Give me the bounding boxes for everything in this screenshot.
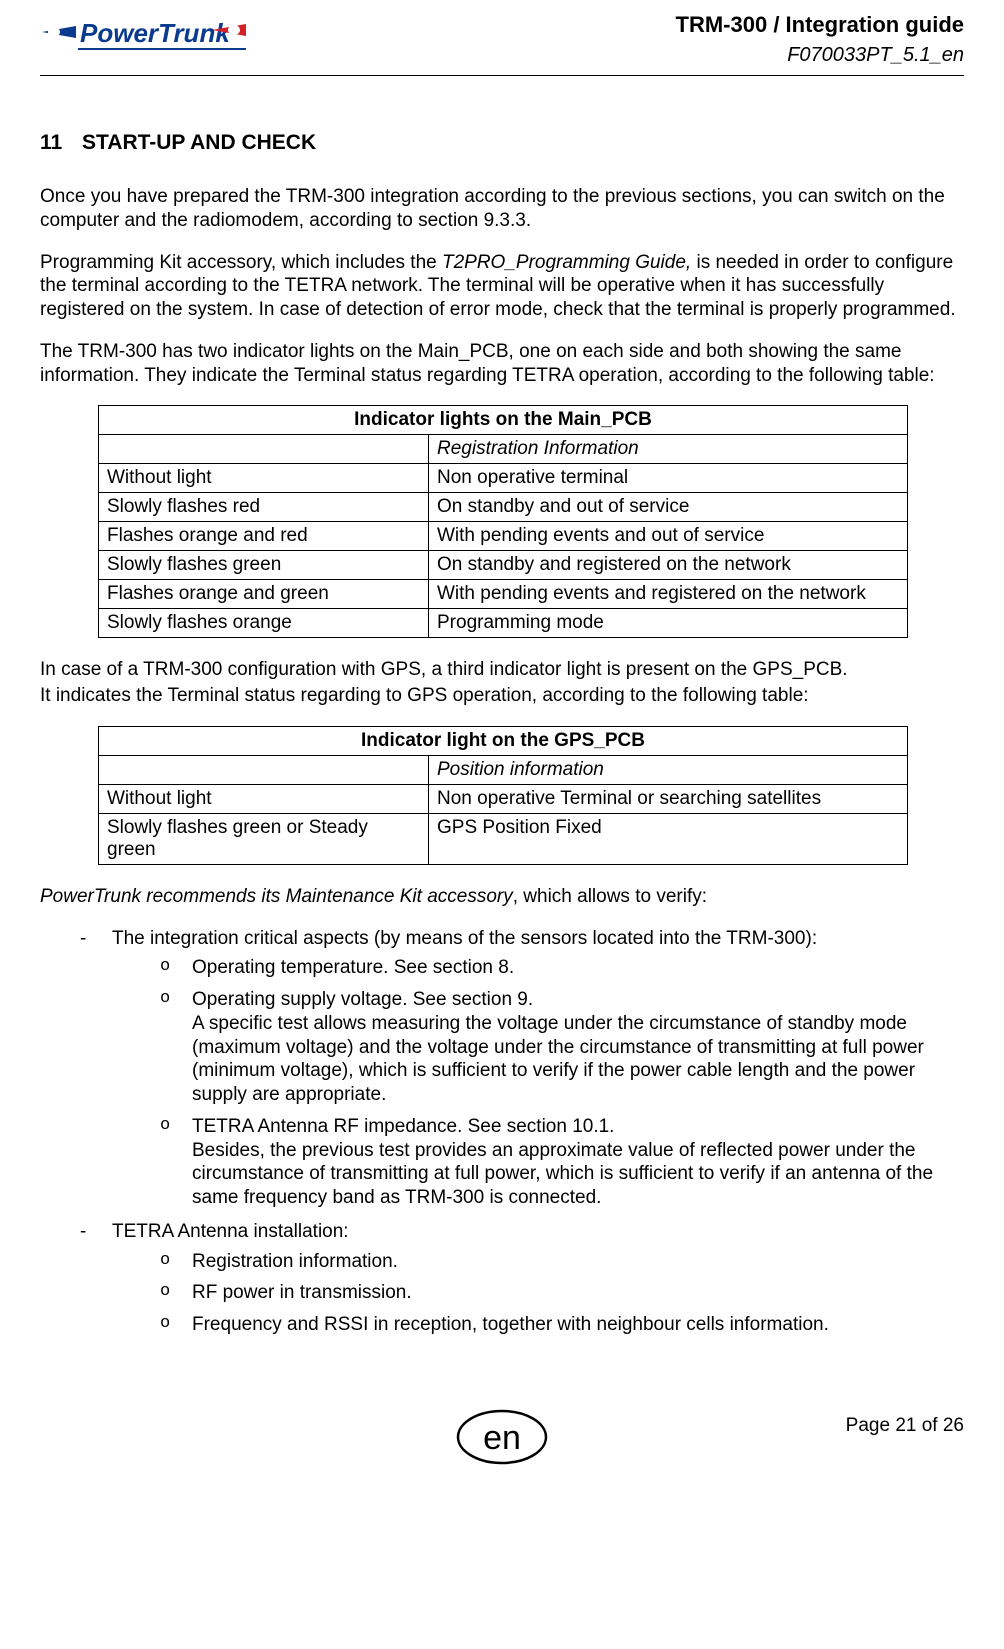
table-cell: Slowly flashes green (99, 551, 429, 580)
table-cell: With pending events and out of service (429, 522, 908, 551)
sub-list: Registration information. RF power in tr… (112, 1250, 964, 1337)
table-cell: Slowly flashes orange (99, 609, 429, 638)
indicator-table-main: Indicator lights on the Main_PCB Registr… (98, 405, 908, 638)
document-title: TRM-300 / Integration guide (676, 12, 964, 38)
list-item: TETRA Antenna RF impedance. See section … (160, 1115, 964, 1210)
list-item: Registration information. (160, 1250, 964, 1274)
page-footer: en Page 21 of 26 (40, 1407, 964, 1477)
bullet-list: The integration critical aspects (by mea… (40, 927, 964, 1337)
language-badge: en (452, 1407, 552, 1467)
table-cell: With pending events and registered on th… (429, 580, 908, 609)
list-item: The integration critical aspects (by mea… (80, 927, 964, 1210)
list-item: Frequency and RSSI in reception, togethe… (160, 1313, 964, 1337)
section-heading: 11START-UP AND CHECK (40, 131, 964, 155)
table-title: Indicator lights on the Main_PCB (99, 406, 908, 435)
table-cell: Slowly flashes red (99, 493, 429, 522)
logo: PowerTrunk (40, 12, 250, 58)
table-cell: Programming mode (429, 609, 908, 638)
table-cell: On standby and registered on the network (429, 551, 908, 580)
list-item: RF power in transmission. (160, 1281, 964, 1305)
table-cell: Flashes orange and red (99, 522, 429, 551)
language-text: en (483, 1419, 521, 1457)
table-cell: On standby and out of service (429, 493, 908, 522)
svg-text:PowerTrunk: PowerTrunk (80, 18, 231, 48)
table-cell: Slowly flashes green or Steady green (99, 813, 429, 864)
paragraph: It indicates the Terminal status regardi… (40, 684, 964, 708)
paragraph: Programming Kit accessory, which include… (40, 251, 964, 322)
paragraph: Once you have prepared the TRM-300 integ… (40, 185, 964, 233)
page-number: Page 21 of 26 (846, 1415, 964, 1437)
list-item: TETRA Antenna installation: Registration… (80, 1220, 964, 1337)
table-cell: Without light (99, 784, 429, 813)
header-right: TRM-300 / Integration guide F070033PT_5.… (676, 12, 964, 67)
table-cell: Non operative Terminal or searching sate… (429, 784, 908, 813)
paragraph: PowerTrunk recommends its Maintenance Ki… (40, 885, 964, 909)
document-number: F070033PT_5.1_en (676, 44, 964, 67)
section-title: START-UP AND CHECK (82, 131, 316, 154)
sub-list: Operating temperature. See section 8. Op… (112, 956, 964, 1210)
document-header: PowerTrunk TRM-300 / Integration guide F… (40, 12, 964, 76)
table-subheader: Registration Information (429, 435, 908, 464)
table-cell: Flashes orange and green (99, 580, 429, 609)
table-cell (99, 755, 429, 784)
indicator-table-gps: Indicator light on the GPS_PCB Position … (98, 726, 908, 865)
table-cell: Without light (99, 464, 429, 493)
page: PowerTrunk TRM-300 / Integration guide F… (0, 0, 1004, 1517)
section-number: 11 (40, 131, 82, 155)
powertrunk-logo-icon: PowerTrunk (40, 16, 250, 58)
table-cell: GPS Position Fixed (429, 813, 908, 864)
list-item: Operating supply voltage. See section 9.… (160, 988, 964, 1107)
list-item: Operating temperature. See section 8. (160, 956, 964, 980)
table-title: Indicator light on the GPS_PCB (99, 726, 908, 755)
table-cell (99, 435, 429, 464)
paragraph: The TRM-300 has two indicator lights on … (40, 340, 964, 388)
table-subheader: Position information (429, 755, 908, 784)
table-cell: Non operative terminal (429, 464, 908, 493)
paragraph: In case of a TRM-300 configuration with … (40, 658, 964, 682)
